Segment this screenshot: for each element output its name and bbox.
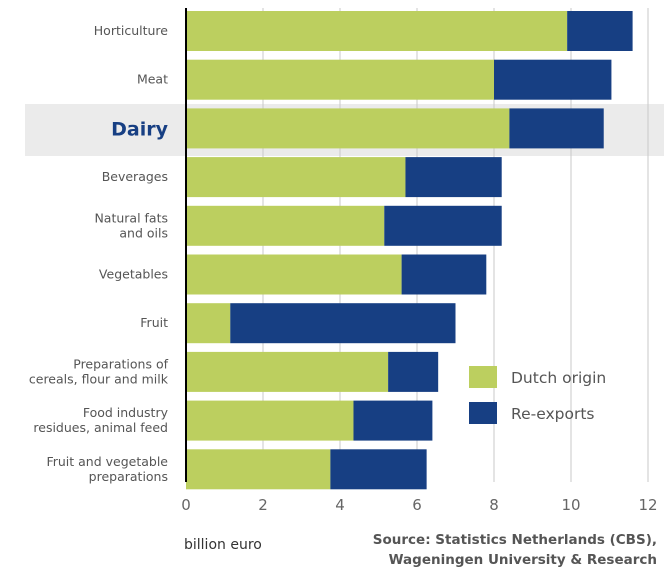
x-tick-labels: 0 2 4 6 8 10 12 [181, 496, 657, 514]
category-label: residues, animal feed [33, 420, 168, 435]
category-label: Vegetables [99, 267, 168, 282]
bar-segment [494, 60, 611, 100]
bar-segment [186, 401, 353, 441]
category-label: Fruit and vegetable [46, 454, 168, 469]
bar-segment [388, 352, 438, 392]
bar-segment [186, 449, 330, 489]
bar-segment [186, 60, 494, 100]
legend: Dutch origin Re-exports [469, 366, 606, 424]
bar-segment [509, 108, 603, 148]
source-note: Source: Statistics Netherlands (CBS), Wag… [373, 532, 657, 567]
bar-segment [186, 255, 402, 295]
bar-segment [186, 303, 230, 343]
bar-segment [186, 206, 384, 246]
source-line: Wageningen University & Research [389, 552, 657, 567]
category-label: preparations [89, 469, 168, 484]
legend-swatch [469, 402, 497, 424]
category-label: Beverages [102, 169, 168, 184]
x-tick-label: 2 [258, 496, 268, 514]
x-tick-label: 12 [638, 496, 657, 514]
bar-segment [186, 352, 388, 392]
category-label: Meat [137, 72, 168, 87]
bar-segment [186, 11, 567, 51]
category-label: Preparations of [73, 356, 168, 371]
category-label: Natural fats [94, 210, 168, 225]
bar-segment [230, 303, 455, 343]
bar-segment [186, 157, 405, 197]
category-label: cereals, flour and milk [29, 371, 169, 386]
bar-segment [402, 255, 487, 295]
legend-label: Re-exports [511, 405, 595, 423]
x-tick-label: 8 [489, 496, 499, 514]
bar-segment [384, 206, 501, 246]
legend-swatch [469, 366, 497, 388]
bar-segment [353, 401, 432, 441]
bar-segment [186, 108, 509, 148]
category-label: Fruit [140, 315, 168, 330]
category-labels: Horticulture Meat Dairy Beverages Natural fa… [29, 23, 169, 484]
x-tick-label: 4 [335, 496, 345, 514]
bar-segment [567, 11, 632, 51]
category-label: Food industry [83, 405, 169, 420]
source-line: Source: Statistics Netherlands (CBS), [373, 532, 657, 548]
x-tick-label: 0 [181, 496, 191, 514]
x-tick-label: 6 [412, 496, 422, 514]
legend-label: Dutch origin [511, 369, 606, 387]
bar-segment [405, 157, 501, 197]
x-tick-label: 10 [561, 496, 580, 514]
x-axis-label: billion euro [184, 537, 262, 553]
category-label: and oils [119, 225, 168, 240]
category-label: Horticulture [94, 23, 169, 38]
category-label: Dairy [111, 118, 168, 140]
bar-segment [330, 449, 426, 489]
